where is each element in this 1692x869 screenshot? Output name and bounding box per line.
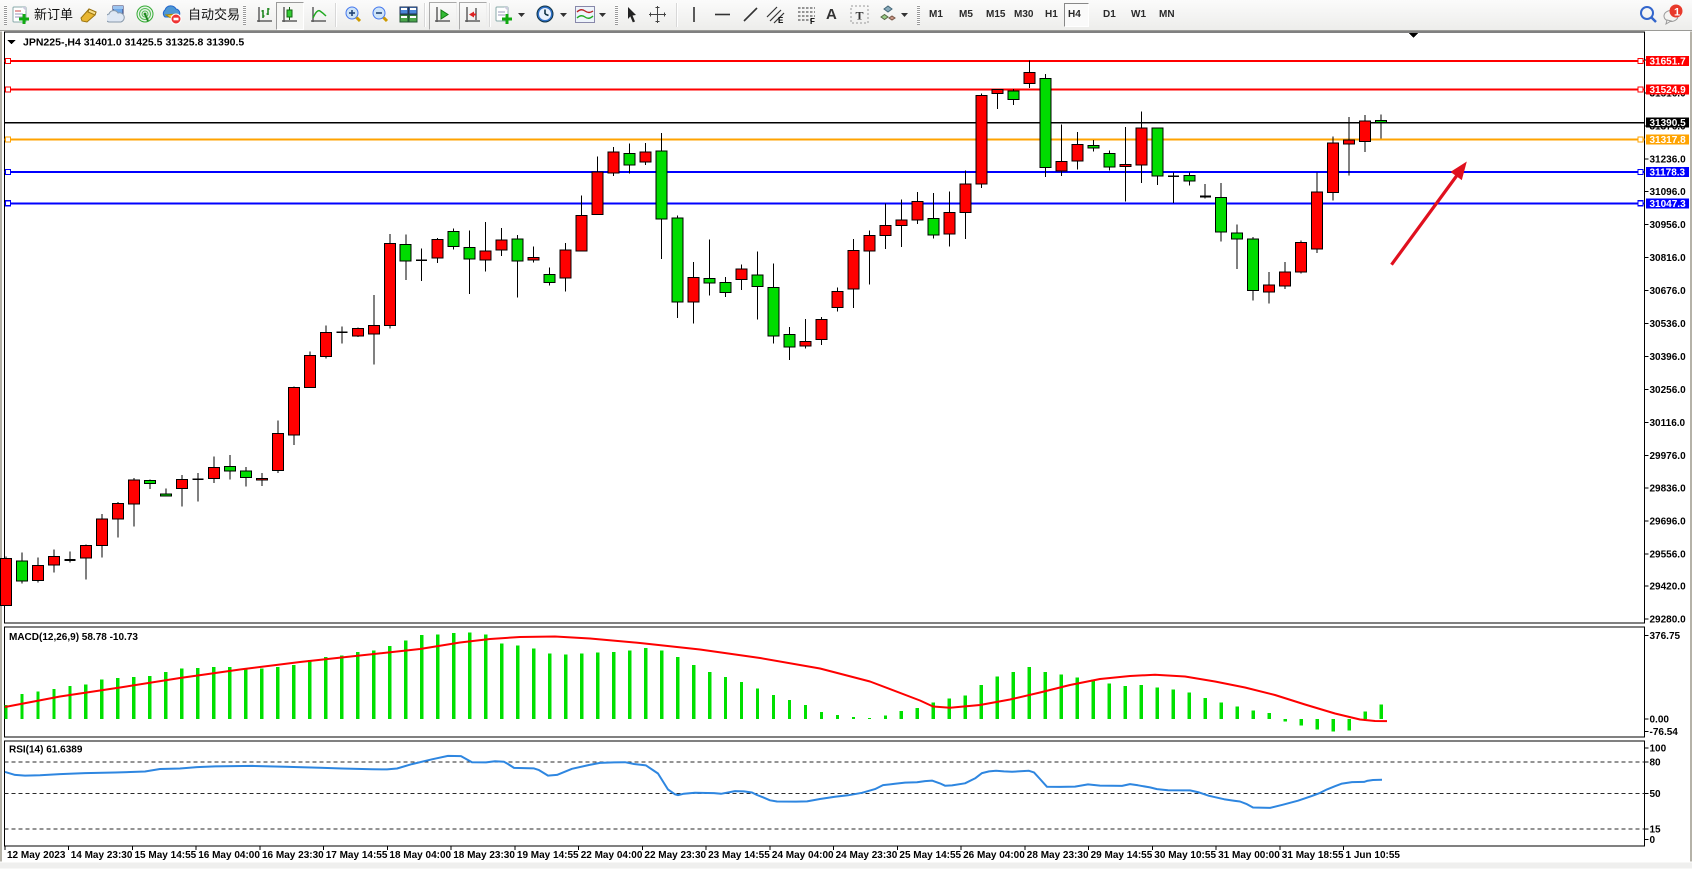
svg-text:50: 50 xyxy=(1650,789,1662,800)
svg-text:16 May 04:00: 16 May 04:00 xyxy=(198,850,260,861)
svg-text:376.75: 376.75 xyxy=(1650,631,1681,642)
svg-text:30536.0: 30536.0 xyxy=(1650,319,1687,330)
svg-text:14 May 23:30: 14 May 23:30 xyxy=(71,850,133,861)
svg-text:29696.0: 29696.0 xyxy=(1650,517,1687,528)
svg-text:30116.0: 30116.0 xyxy=(1650,418,1686,429)
svg-text:15 May 14:55: 15 May 14:55 xyxy=(135,850,197,861)
svg-text:22 May 04:00: 22 May 04:00 xyxy=(581,850,643,861)
svg-text:E: E xyxy=(778,16,784,24)
svg-text:MACD(12,26,9) 58.78 -10.73: MACD(12,26,9) 58.78 -10.73 xyxy=(9,632,138,643)
svg-text:30816.0: 30816.0 xyxy=(1650,253,1687,264)
svg-text:31 May 18:55: 31 May 18:55 xyxy=(1282,850,1344,861)
svg-text:31178.3: 31178.3 xyxy=(1650,168,1686,179)
svg-text:80: 80 xyxy=(1650,757,1662,768)
svg-text:23 May 14:55: 23 May 14:55 xyxy=(708,850,770,861)
svg-text:25 May 14:55: 25 May 14:55 xyxy=(899,850,961,861)
svg-text:28 May 23:30: 28 May 23:30 xyxy=(1027,850,1089,861)
svg-text:24 May 23:30: 24 May 23:30 xyxy=(836,850,898,861)
svg-text:29556.0: 29556.0 xyxy=(1650,550,1687,561)
svg-text:1 Jun 10:55: 1 Jun 10:55 xyxy=(1346,850,1401,861)
svg-text:T: T xyxy=(856,9,864,23)
svg-text:31 May 00:00: 31 May 00:00 xyxy=(1218,850,1280,861)
svg-text:-76.54: -76.54 xyxy=(1650,727,1679,738)
svg-text:30956.0: 30956.0 xyxy=(1650,220,1687,231)
svg-text:18 May 23:30: 18 May 23:30 xyxy=(453,850,515,861)
svg-text:29836.0: 29836.0 xyxy=(1650,484,1687,495)
svg-text:29 May 14:55: 29 May 14:55 xyxy=(1091,850,1153,861)
svg-text:26 May 04:00: 26 May 04:00 xyxy=(963,850,1025,861)
svg-text:1: 1 xyxy=(1674,7,1680,19)
svg-text:0.00: 0.00 xyxy=(1650,714,1670,725)
svg-text:31096.0: 31096.0 xyxy=(1650,187,1687,198)
svg-text:17 May 14:55: 17 May 14:55 xyxy=(326,850,388,861)
svg-text:29280.0: 29280.0 xyxy=(1650,615,1687,626)
svg-text:22 May 23:30: 22 May 23:30 xyxy=(644,850,706,861)
svg-text:31317.8: 31317.8 xyxy=(1650,135,1687,146)
svg-text:18 May 04:00: 18 May 04:00 xyxy=(389,850,451,861)
svg-text:30676.0: 30676.0 xyxy=(1650,286,1687,297)
svg-text:30 May 10:55: 30 May 10:55 xyxy=(1154,850,1216,861)
svg-text:30396.0: 30396.0 xyxy=(1650,352,1687,363)
svg-text:RSI(14) 61.6389: RSI(14) 61.6389 xyxy=(9,745,83,756)
svg-text:15: 15 xyxy=(1650,825,1662,836)
svg-text:31236.0: 31236.0 xyxy=(1650,154,1687,165)
svg-text:12 May 2023: 12 May 2023 xyxy=(7,850,66,861)
svg-text:29976.0: 29976.0 xyxy=(1650,451,1687,462)
svg-text:0: 0 xyxy=(1650,835,1656,846)
svg-text:31390.5: 31390.5 xyxy=(1650,118,1687,129)
svg-text:100: 100 xyxy=(1650,744,1667,755)
svg-text:JPN225-,H4 31401.0 31425.5 31: JPN225-,H4 31401.0 31425.5 31325.8 31390… xyxy=(23,37,244,49)
svg-text:31651.7: 31651.7 xyxy=(1650,57,1687,68)
svg-text:16 May 23:30: 16 May 23:30 xyxy=(262,850,324,861)
svg-text:30256.0: 30256.0 xyxy=(1650,385,1687,396)
svg-text:F: F xyxy=(810,17,815,24)
svg-text:24 May 04:00: 24 May 04:00 xyxy=(772,850,834,861)
svg-text:19 May 14:55: 19 May 14:55 xyxy=(517,850,579,861)
svg-text:31047.3: 31047.3 xyxy=(1650,199,1687,210)
svg-text:29420.0: 29420.0 xyxy=(1650,582,1687,593)
svg-text:31524.9: 31524.9 xyxy=(1650,85,1687,96)
